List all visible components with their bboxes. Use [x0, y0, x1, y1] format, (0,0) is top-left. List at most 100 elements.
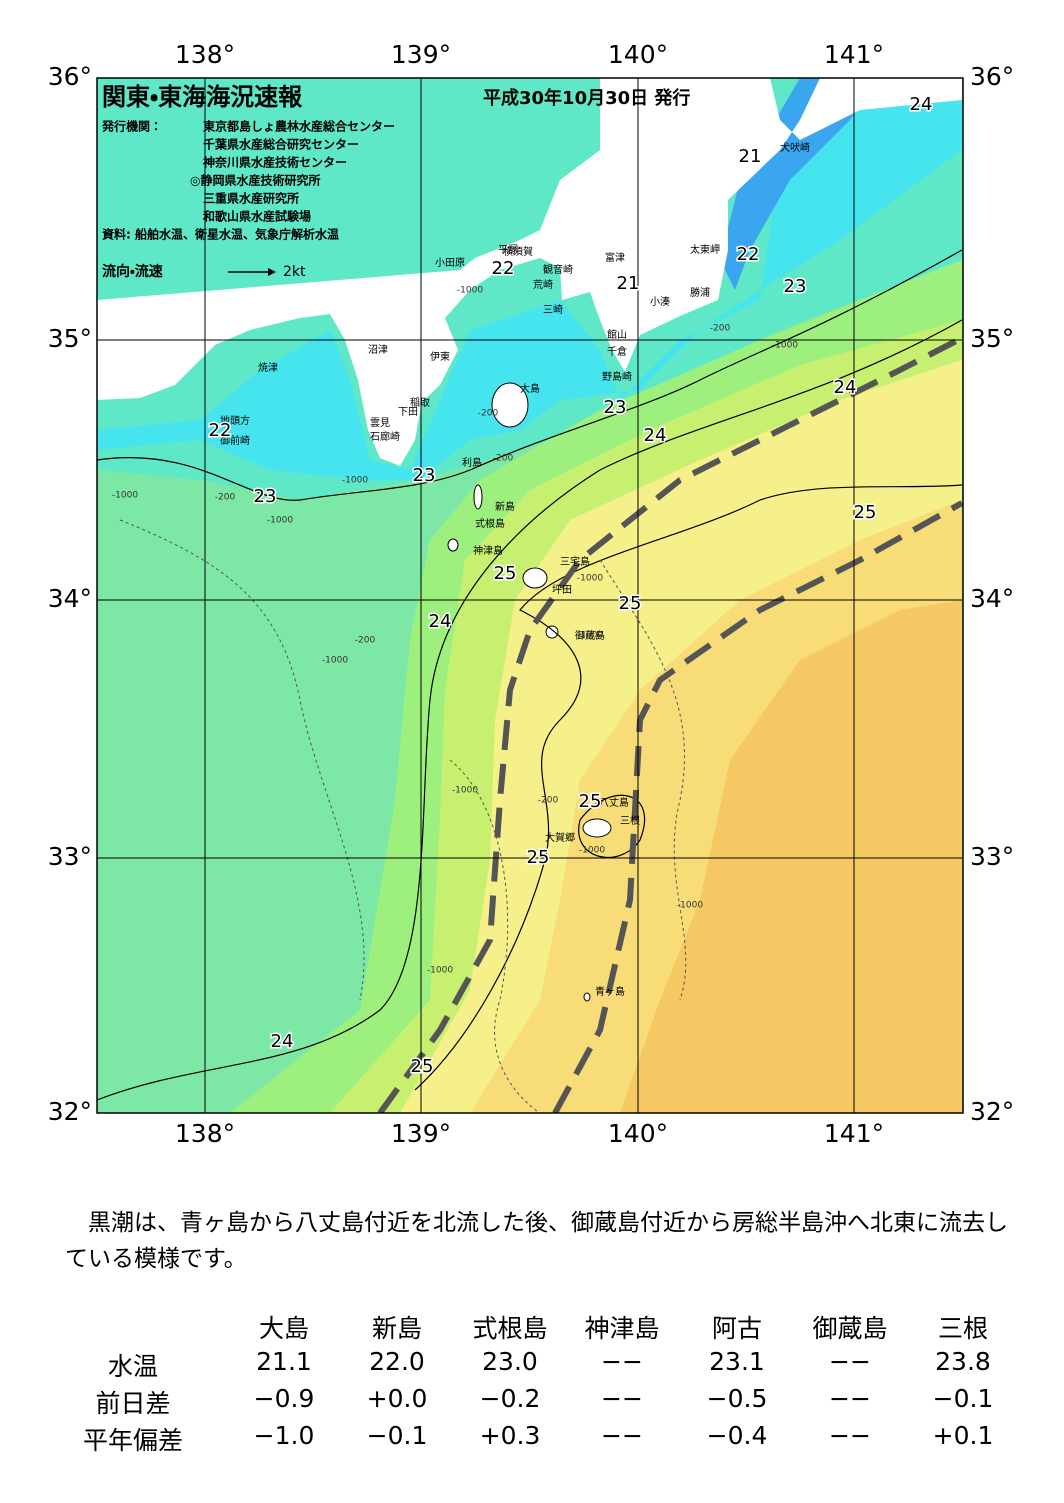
- contour-label: 23: [413, 465, 436, 486]
- table-value: −0.5: [706, 1384, 768, 1413]
- place-name: 大島: [520, 382, 540, 395]
- depth-label: -1000: [772, 341, 798, 351]
- graticule: [97, 78, 962, 1113]
- comment: 黒潮は、青ヶ島から八丈島付近を北流した後、御蔵島付近から房総半島沖へ北東に流去し…: [65, 1210, 1008, 1272]
- lon-label-bottom: 138°: [175, 1119, 235, 1148]
- island: [473, 484, 483, 510]
- contour-label: 25: [619, 593, 642, 614]
- depth-label: -1000: [342, 476, 368, 486]
- depth-label: -1000: [677, 901, 703, 911]
- island: [447, 538, 459, 552]
- isobaths: [119, 519, 687, 1113]
- contour-label: 25: [854, 502, 877, 523]
- depth-label: -1000: [427, 966, 453, 976]
- table-value: 23.8: [935, 1347, 991, 1376]
- place-name: 荒崎: [533, 278, 553, 291]
- lon-label-bottom: 140°: [608, 1119, 668, 1148]
- contour-label: 22: [492, 258, 515, 279]
- contour-label: 24: [271, 1031, 294, 1052]
- column-header: 新島: [371, 1314, 422, 1343]
- table-value: −−: [829, 1347, 871, 1376]
- place-name: 犬吠崎: [780, 141, 810, 154]
- depth-label: -1000: [577, 631, 603, 641]
- contour-label: 23: [784, 276, 807, 297]
- lat-label-left: 33°: [48, 842, 92, 871]
- kuroshio-axis: [377, 335, 963, 1113]
- island: [583, 992, 591, 1002]
- place-name: 八丈島: [599, 796, 629, 809]
- depth-label: -200: [710, 324, 731, 334]
- contour-label: 21: [739, 146, 762, 167]
- row-label: 平年偏差: [82, 1426, 183, 1455]
- place-name: 小田原: [435, 257, 465, 269]
- contour-label: 22: [209, 420, 232, 441]
- place-name: 平塚: [498, 244, 518, 256]
- place-name: 横須賀: [503, 245, 533, 258]
- place-name: 三崎: [543, 303, 563, 316]
- table-value: 21.1: [256, 1347, 312, 1376]
- legend-label: 流向・流速: [102, 263, 163, 280]
- table-value: +0.3: [479, 1421, 541, 1450]
- publisher: 東京都島しょ農林水産総合センター: [203, 119, 395, 134]
- contour-label: 23: [604, 397, 627, 418]
- place-name: 石廊崎: [370, 430, 400, 443]
- place-name: 館山: [607, 328, 627, 341]
- table-value: 23.1: [709, 1347, 765, 1376]
- contour-label: 23: [254, 486, 277, 507]
- depth-label: -1000: [457, 286, 483, 296]
- column-header: 大島: [258, 1314, 309, 1343]
- place-name: 新島: [495, 500, 515, 513]
- depth-label: -200: [355, 636, 376, 646]
- contour-label: 25: [411, 1056, 434, 1077]
- depth-label: -1000: [322, 656, 348, 666]
- place-name: 神津島: [473, 544, 503, 557]
- table-value: −1.0: [253, 1421, 315, 1450]
- legend-arrowhead: [268, 268, 276, 276]
- column-header: 三根: [937, 1314, 988, 1343]
- depth-label: -1000: [112, 491, 138, 501]
- depth-label: -200: [493, 454, 514, 464]
- issue-date: 平成30年10月30日 発行: [483, 87, 690, 109]
- publisher: 千葉県水産総合研究センター: [203, 137, 359, 152]
- table-value: 22.0: [369, 1347, 425, 1376]
- depth-label: -200: [215, 493, 236, 503]
- lat-label-left: 34°: [48, 584, 92, 613]
- lat-label-right: 36°: [970, 62, 1014, 91]
- lon-label-top: 141°: [824, 40, 884, 69]
- isotherms: [97, 249, 963, 1101]
- place-name: 稲取: [410, 397, 430, 409]
- legend-scale: 2kt: [283, 264, 306, 280]
- table-value: +0.0: [366, 1384, 428, 1413]
- lat-label-right: 33°: [970, 842, 1014, 871]
- publisher: 神奈川県水産技術センター: [202, 155, 347, 170]
- place-name: 青ヶ島: [595, 985, 625, 998]
- lat-label-left: 35°: [48, 324, 92, 353]
- table-value: −0.4: [706, 1421, 768, 1450]
- place-name: 三宅島: [560, 555, 590, 568]
- column-header: 式根島: [472, 1314, 548, 1343]
- contour-label: 24: [429, 611, 452, 632]
- column-header: 御蔵島: [812, 1314, 888, 1343]
- place-name: 御蔵島: [575, 629, 605, 642]
- table-value: −−: [601, 1421, 643, 1450]
- column-header: 阿古: [711, 1314, 762, 1343]
- table-value: −−: [829, 1421, 871, 1450]
- land: [97, 78, 962, 466]
- island: [491, 382, 529, 428]
- lon-label-top: 138°: [175, 40, 235, 69]
- place-name: 下田: [398, 407, 418, 418]
- lat-label-right: 32°: [970, 1097, 1014, 1126]
- table-value: +0.1: [932, 1421, 994, 1450]
- row-label: 水温: [107, 1352, 158, 1381]
- island: [522, 567, 548, 589]
- depth-label: -200: [478, 409, 499, 419]
- lat-label-left: 32°: [48, 1097, 92, 1126]
- contour-label: 24: [644, 425, 667, 446]
- place-name: 野島崎: [602, 370, 632, 383]
- place-name: 小湊: [650, 295, 670, 308]
- publisher-label: 発行機関：: [101, 119, 162, 134]
- lon-label-top: 139°: [391, 40, 451, 69]
- place-name: 伊東: [430, 350, 450, 363]
